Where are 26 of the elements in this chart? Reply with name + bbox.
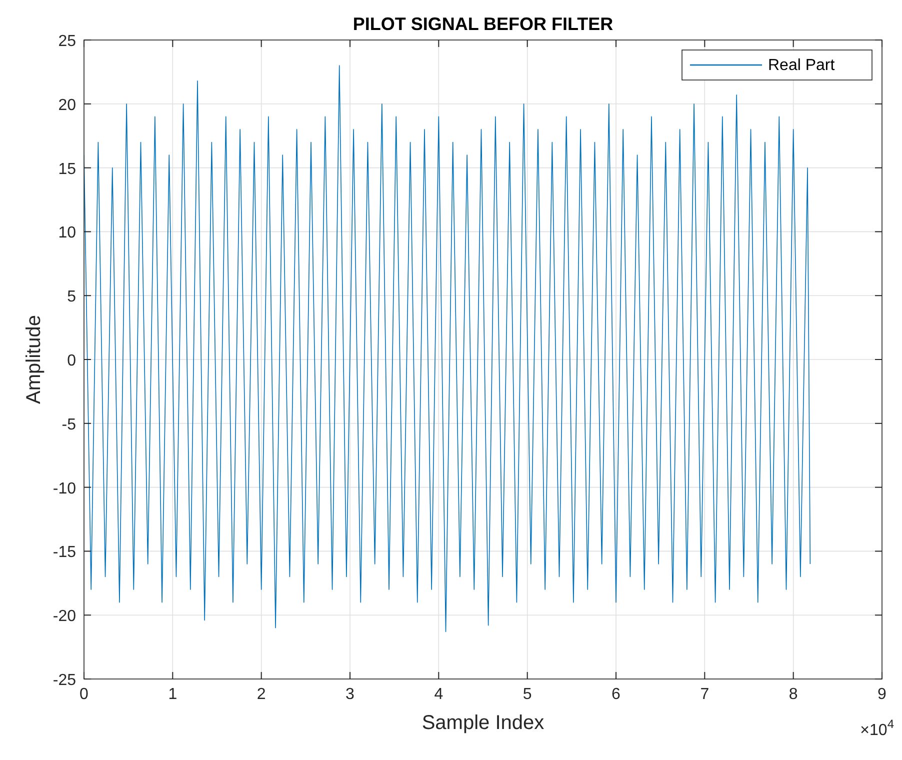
x-tick-label: 1	[168, 686, 178, 703]
legend-label: Real Part	[768, 57, 836, 74]
x-tick-label: 9	[878, 686, 887, 703]
y-tick-label: -5	[62, 416, 76, 434]
x-tick-label: 8	[788, 686, 798, 703]
y-tick-label: -20	[52, 608, 76, 626]
y-tick-label: 15	[58, 160, 76, 178]
y-tick-label: 20	[58, 96, 76, 114]
y-tick-label: -10	[52, 480, 76, 498]
y-tick-label: -25	[52, 672, 76, 689]
x-tick-label: 4	[434, 686, 444, 703]
chart-title: PILOT SIGNAL BEFOR FILTER	[352, 14, 614, 34]
x-axis-title: Sample Index	[422, 712, 544, 734]
y-axis-title: Amplitude	[23, 315, 45, 404]
y-tick-label: -15	[52, 544, 76, 562]
y-tick-label: 10	[58, 224, 76, 242]
x-tick-label: 2	[256, 686, 266, 703]
y-tick-label: 5	[67, 288, 76, 306]
x-tick-label: 6	[612, 686, 621, 703]
y-tick-label: 0	[67, 352, 76, 370]
x-tick-label: 0	[80, 686, 89, 703]
y-tick-label: 25	[58, 33, 76, 50]
text: ×10$^{4}$	[860, 717, 894, 739]
x-tick-label: 5	[522, 686, 532, 703]
x-tick-label: 7	[700, 686, 710, 703]
x-tick-label: 3	[346, 686, 355, 703]
